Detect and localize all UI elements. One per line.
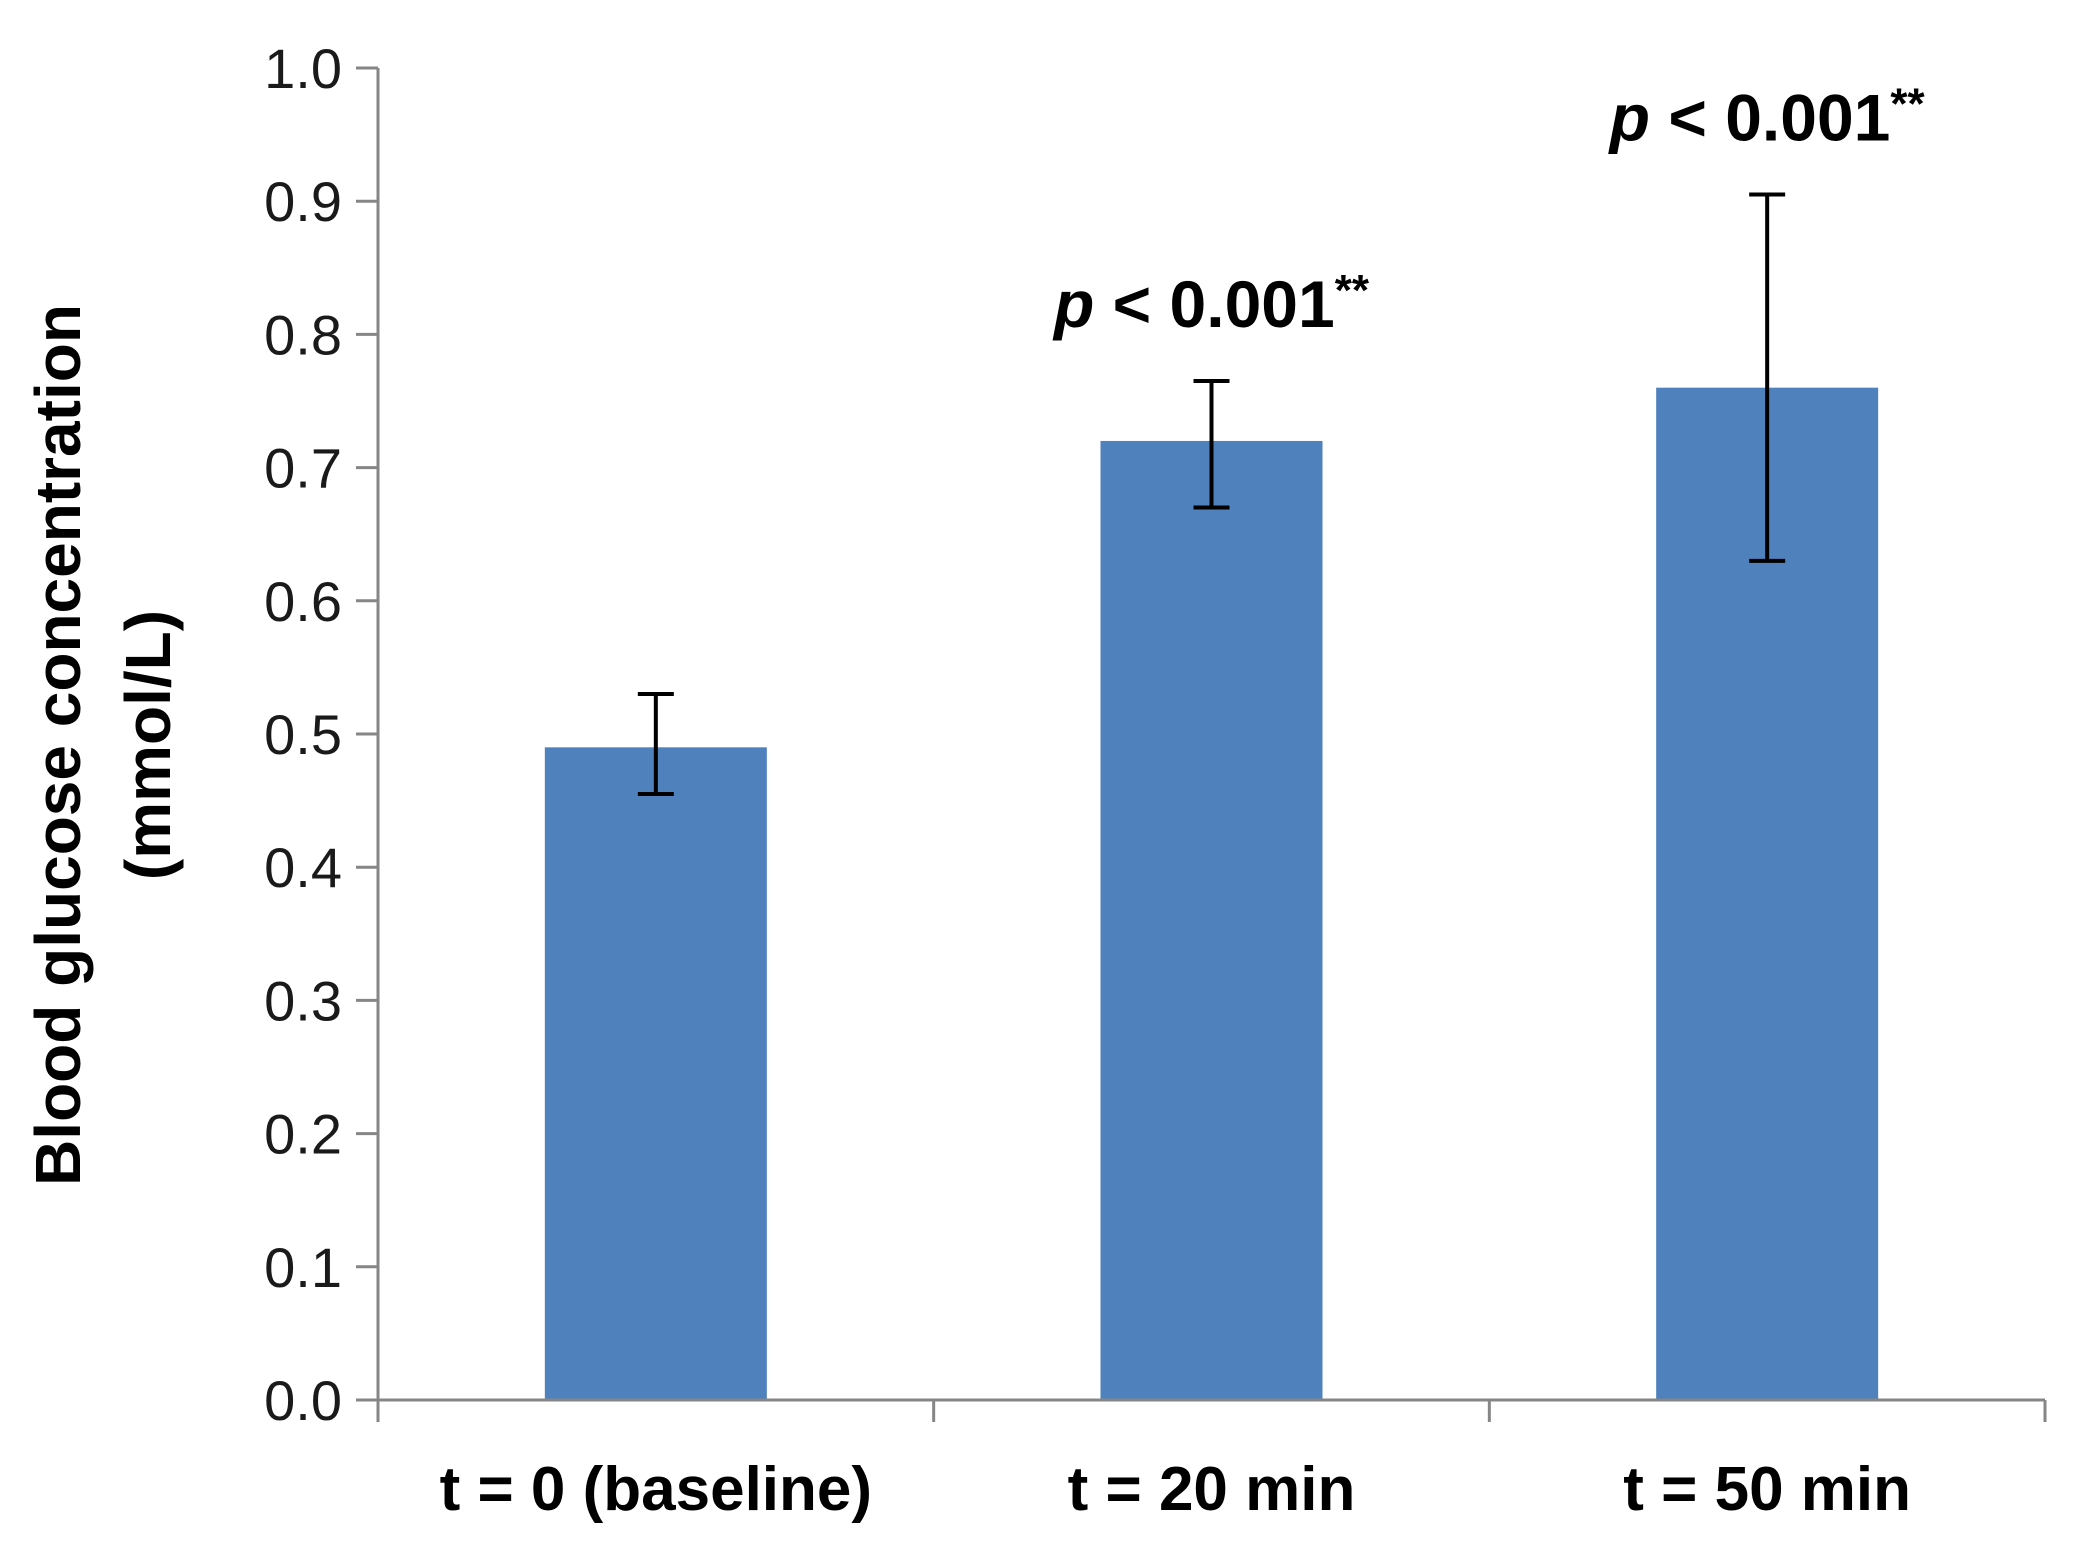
bar bbox=[1100, 440, 1323, 1401]
y-tick-label: 0.4 bbox=[264, 836, 342, 899]
y-tick-label: 0.2 bbox=[264, 1103, 342, 1166]
y-tick-label: 0.9 bbox=[264, 170, 342, 233]
y-tick-label: 0.7 bbox=[264, 437, 342, 500]
y-axis-title-line1: Blood glucose concentration bbox=[22, 304, 94, 1186]
y-axis-title: Blood glucose concentration (mmol/L) bbox=[22, 304, 184, 1186]
bar bbox=[544, 747, 767, 1400]
y-tick-label: 0.8 bbox=[264, 303, 342, 366]
significance-annotation: p < 0.001** bbox=[1608, 80, 1926, 155]
y-tick-label: 0.1 bbox=[264, 1236, 342, 1299]
y-tick-label: 0.5 bbox=[264, 703, 342, 766]
y-tick-label: 0.3 bbox=[264, 969, 342, 1032]
x-category-label: t = 20 min bbox=[1068, 1455, 1356, 1524]
significance-annotation: p < 0.001** bbox=[1052, 266, 1370, 341]
y-tick-label: 1.0 bbox=[264, 37, 342, 100]
y-tick-label: 0.0 bbox=[264, 1369, 342, 1432]
y-axis-title-line2: (mmol/L) bbox=[112, 610, 184, 880]
y-tick-label: 0.6 bbox=[264, 570, 342, 633]
x-category-label: t = 0 (baseline) bbox=[440, 1455, 872, 1524]
x-category-label: t = 50 min bbox=[1623, 1455, 1911, 1524]
